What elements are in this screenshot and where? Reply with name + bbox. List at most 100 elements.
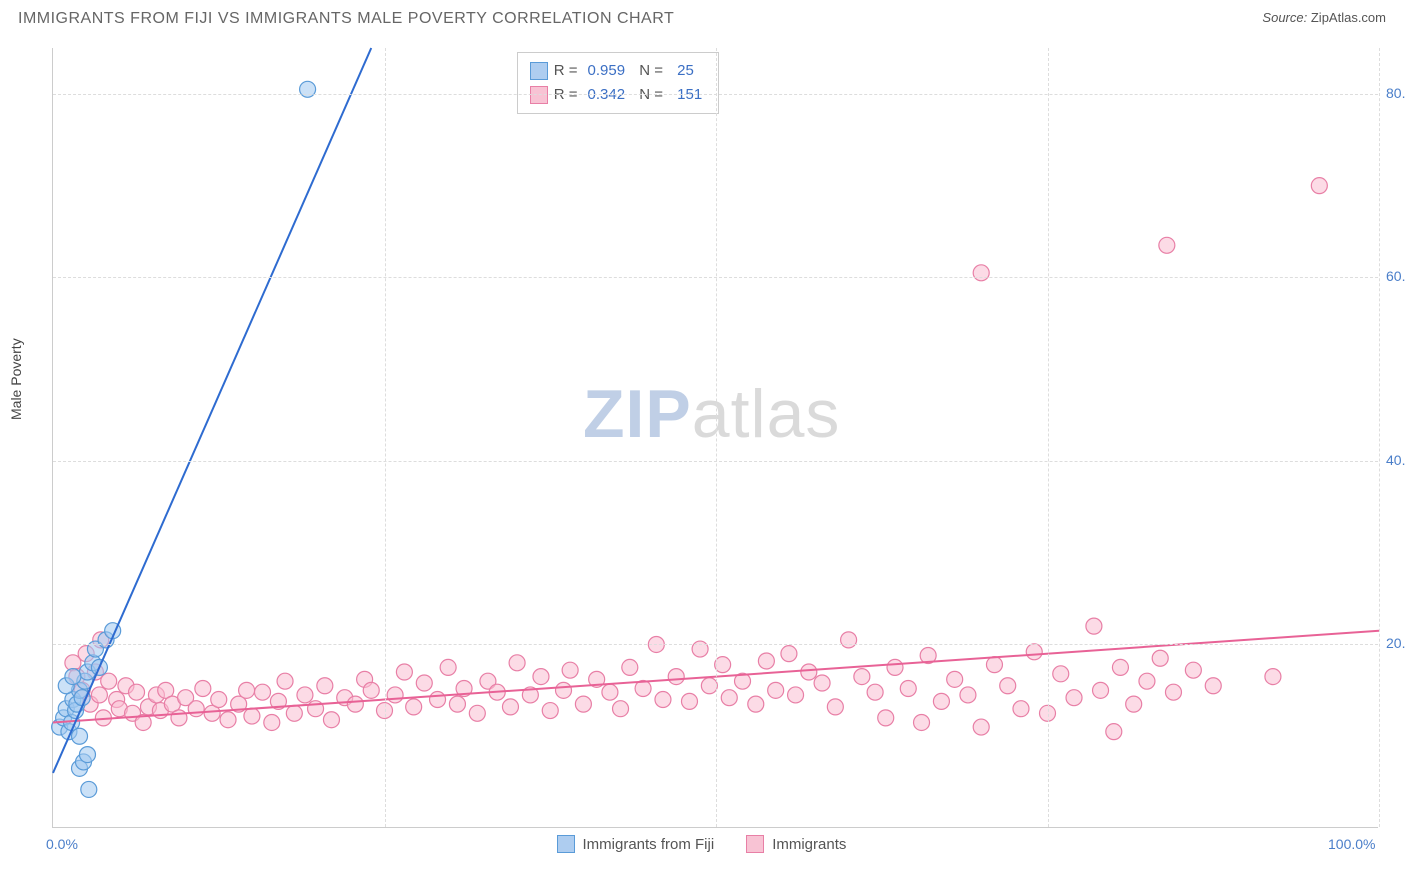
scatter-point	[1086, 618, 1102, 634]
scatter-point	[900, 681, 916, 697]
scatter-point	[841, 632, 857, 648]
scatter-point	[758, 653, 774, 669]
trend-line	[53, 48, 371, 773]
scatter-point	[65, 669, 81, 685]
legend-series: Immigrants from Fiji Immigrants	[557, 835, 847, 853]
scatter-point	[887, 659, 903, 675]
scatter-point	[960, 687, 976, 703]
legend-r-label: R =	[554, 59, 578, 83]
legend-row: R = 0.342 N = 151	[530, 83, 706, 107]
scatter-point	[509, 655, 525, 671]
y-tick-label: 20.0%	[1386, 635, 1406, 651]
legend-series-label: Immigrants from Fiji	[583, 836, 715, 853]
scatter-point	[406, 699, 422, 715]
scatter-point	[973, 719, 989, 735]
legend-r-label: R =	[554, 83, 578, 107]
scatter-point	[801, 664, 817, 680]
scatter-point	[867, 684, 883, 700]
scatter-point	[781, 646, 797, 662]
y-tick-label: 40.0%	[1386, 452, 1406, 468]
chart-source: Source: ZipAtlas.com	[1262, 10, 1386, 25]
scatter-point	[244, 708, 260, 724]
legend-r-value: 0.342	[588, 83, 626, 107]
y-tick-label: 60.0%	[1386, 268, 1406, 284]
scatter-point	[1165, 684, 1181, 700]
scatter-point	[1205, 678, 1221, 694]
scatter-point	[430, 692, 446, 708]
legend-series-label: Immigrants	[772, 836, 846, 853]
scatter-point	[81, 781, 97, 797]
scatter-point	[827, 699, 843, 715]
scatter-point	[323, 712, 339, 728]
scatter-point	[1159, 237, 1175, 253]
grid-line-vertical	[716, 48, 717, 827]
scatter-point	[542, 703, 558, 719]
legend-row: R = 0.959 N = 25	[530, 59, 706, 83]
scatter-point	[264, 714, 280, 730]
legend-swatch	[746, 835, 764, 853]
x-tick-label: 0.0%	[46, 836, 78, 852]
scatter-point	[1000, 678, 1016, 694]
scatter-point	[188, 701, 204, 717]
scatter-point	[255, 684, 271, 700]
scatter-point	[1093, 682, 1109, 698]
scatter-point	[1053, 666, 1069, 682]
legend-n-value: 25	[673, 59, 694, 83]
scatter-point	[171, 710, 187, 726]
scatter-point	[1066, 690, 1082, 706]
legend-correlation: R = 0.959 N = 25 R = 0.342 N = 151	[517, 52, 719, 114]
scatter-point	[1152, 650, 1168, 666]
scatter-point	[211, 692, 227, 708]
grid-line-vertical	[385, 48, 386, 827]
scatter-point	[681, 693, 697, 709]
source-value: ZipAtlas.com	[1311, 10, 1386, 25]
scatter-point	[721, 690, 737, 706]
scatter-point	[469, 705, 485, 721]
scatter-point	[101, 673, 117, 689]
scatter-point	[933, 693, 949, 709]
scatter-point	[286, 705, 302, 721]
scatter-point	[655, 692, 671, 708]
y-tick-label: 80.0%	[1386, 85, 1406, 101]
legend-n-label: N =	[635, 83, 663, 107]
grid-line-vertical	[1379, 48, 1380, 827]
scatter-point	[72, 728, 88, 744]
scatter-point	[715, 657, 731, 673]
scatter-point	[1139, 673, 1155, 689]
scatter-point	[668, 669, 684, 685]
legend-swatch	[530, 86, 548, 104]
source-label: Source:	[1262, 10, 1307, 25]
scatter-point	[947, 671, 963, 687]
scatter-point	[1126, 696, 1142, 712]
scatter-point	[575, 696, 591, 712]
x-tick-label: 100.0%	[1328, 836, 1375, 852]
scatter-point	[986, 657, 1002, 673]
scatter-point	[556, 682, 572, 698]
scatter-point	[748, 696, 764, 712]
scatter-point	[914, 714, 930, 730]
scatter-point	[502, 699, 518, 715]
scatter-point	[768, 682, 784, 698]
scatter-point	[449, 696, 465, 712]
scatter-point	[613, 701, 629, 717]
scatter-point	[692, 641, 708, 657]
scatter-point	[814, 675, 830, 691]
scatter-point	[973, 265, 989, 281]
scatter-point	[1265, 669, 1281, 685]
scatter-point	[300, 81, 316, 97]
scatter-point	[562, 662, 578, 678]
legend-n-value: 151	[673, 83, 702, 107]
scatter-point	[387, 687, 403, 703]
scatter-point	[416, 675, 432, 691]
scatter-point	[347, 696, 363, 712]
scatter-point	[1106, 724, 1122, 740]
scatter-point	[91, 687, 107, 703]
scatter-point	[1185, 662, 1201, 678]
scatter-point	[533, 669, 549, 685]
scatter-point	[220, 712, 236, 728]
grid-line-vertical	[1048, 48, 1049, 827]
scatter-point	[1013, 701, 1029, 717]
scatter-point	[1311, 178, 1327, 194]
scatter-point	[129, 684, 145, 700]
scatter-point	[701, 678, 717, 694]
